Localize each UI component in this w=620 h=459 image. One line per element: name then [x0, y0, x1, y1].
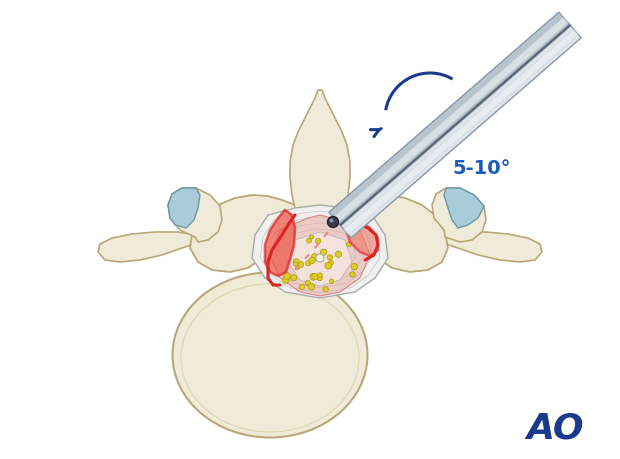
Circle shape — [351, 263, 358, 270]
Circle shape — [329, 279, 334, 283]
Circle shape — [316, 254, 324, 262]
Circle shape — [305, 280, 311, 286]
Polygon shape — [288, 232, 352, 286]
Polygon shape — [270, 215, 370, 296]
Circle shape — [350, 272, 355, 277]
Circle shape — [306, 238, 311, 243]
Polygon shape — [339, 24, 581, 238]
Circle shape — [316, 238, 321, 244]
Polygon shape — [444, 188, 484, 228]
Circle shape — [282, 276, 290, 283]
Polygon shape — [252, 205, 388, 298]
Circle shape — [317, 276, 322, 281]
Circle shape — [347, 242, 352, 247]
Polygon shape — [435, 232, 542, 262]
Polygon shape — [98, 232, 205, 262]
Circle shape — [329, 260, 334, 265]
Polygon shape — [339, 24, 570, 226]
Polygon shape — [334, 17, 568, 223]
Text: 5-10°: 5-10° — [452, 158, 510, 178]
Circle shape — [327, 217, 339, 228]
Circle shape — [317, 273, 322, 278]
Polygon shape — [265, 210, 295, 276]
Circle shape — [309, 257, 316, 263]
Circle shape — [335, 251, 342, 257]
Polygon shape — [190, 195, 448, 272]
Circle shape — [312, 254, 317, 259]
Text: AO: AO — [526, 411, 584, 445]
Circle shape — [284, 273, 290, 280]
Circle shape — [291, 275, 297, 281]
Circle shape — [321, 249, 327, 255]
Circle shape — [299, 284, 304, 290]
Circle shape — [309, 235, 314, 239]
Circle shape — [295, 265, 299, 269]
Circle shape — [310, 274, 317, 280]
Polygon shape — [168, 188, 200, 228]
Circle shape — [293, 262, 298, 266]
Circle shape — [323, 286, 329, 292]
Polygon shape — [168, 188, 222, 242]
Polygon shape — [290, 90, 350, 215]
Polygon shape — [432, 188, 486, 242]
Circle shape — [325, 263, 332, 269]
Polygon shape — [346, 215, 378, 256]
Circle shape — [329, 218, 334, 223]
Ellipse shape — [172, 273, 368, 437]
Circle shape — [308, 284, 315, 290]
Circle shape — [293, 259, 299, 265]
Circle shape — [297, 261, 304, 268]
Polygon shape — [329, 12, 570, 226]
Circle shape — [327, 255, 333, 260]
Circle shape — [312, 274, 318, 280]
Circle shape — [306, 261, 311, 266]
Polygon shape — [343, 29, 578, 235]
